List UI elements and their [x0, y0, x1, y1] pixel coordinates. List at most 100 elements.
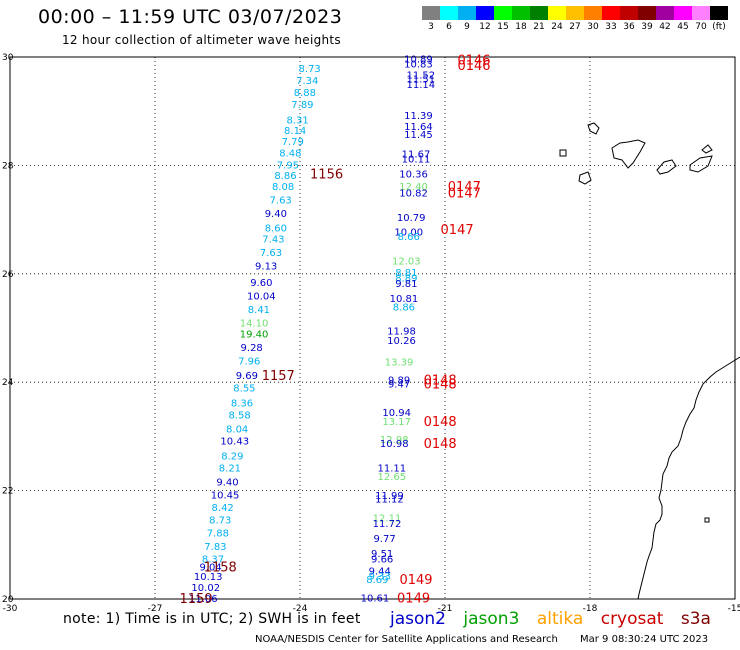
color-scale-tick: 42	[659, 22, 671, 32]
wave-height-value: 10.00	[394, 228, 423, 239]
wave-height-value: 11.64	[404, 122, 433, 133]
pass-time-label: 0147	[441, 223, 474, 238]
pass-time-label: 0147	[448, 187, 481, 202]
wave-height-value: 8.14	[284, 126, 306, 137]
coastline	[559, 122, 740, 600]
wave-height-value: 8.48	[279, 148, 301, 159]
y-tick-label: 24	[2, 378, 14, 388]
wave-height-value: 8.81	[395, 268, 417, 279]
color-scale-tick: 12	[479, 22, 491, 32]
y-tick-label: 28	[2, 161, 14, 171]
color-scale-swatch	[548, 6, 566, 20]
x-tick-label: -27	[148, 604, 163, 614]
wave-height-value: 11.67	[402, 149, 431, 160]
wave-height-value: 8.04	[226, 424, 248, 435]
wave-height-value: 8.88	[294, 88, 316, 99]
color-scale-swatch	[692, 6, 710, 20]
color-scale-tick: 39	[641, 22, 653, 32]
wave-height-value: 10.82	[399, 189, 428, 200]
color-scale-swatch	[566, 6, 584, 20]
pass-time-label: 0149	[397, 591, 430, 606]
color-scale-tick: 3	[428, 22, 434, 32]
pass-time-label: 0146	[457, 59, 490, 74]
wave-height-value: 10.13	[194, 572, 223, 583]
wave-height-value: 7.89	[291, 100, 313, 111]
pass-time-label: 0148	[424, 373, 457, 388]
wave-height-value: 10.02	[191, 583, 220, 594]
wave-height-value: 13.39	[385, 358, 414, 369]
pass-time-label: 0146	[457, 54, 490, 69]
chart-title: 00:00 – 11:59 UTC 03/07/2023	[38, 6, 343, 28]
wave-height-value: 11.98	[387, 327, 416, 338]
pass-time-label: 0148	[424, 437, 457, 452]
y-tick-label: 26	[2, 270, 14, 280]
wave-height-value: 8.41	[248, 305, 270, 316]
wave-height-value: 12.98	[380, 435, 409, 446]
wave-height-value: 7.63	[270, 196, 292, 207]
color-scale-swatch	[530, 6, 548, 20]
wave-height-value: 11.06	[189, 594, 218, 605]
wave-height-value: 9.81	[395, 279, 417, 290]
wave-height-value: 8.55	[233, 384, 255, 395]
wave-height-value: 11.99	[375, 491, 404, 502]
color-scale-swatch	[620, 6, 638, 20]
color-scale-swatch	[602, 6, 620, 20]
color-scale-tick: (ft)	[712, 22, 726, 32]
wave-height-value: 11.51	[407, 75, 436, 86]
wave-height-value: 11.52	[407, 70, 436, 81]
coastline-islands	[559, 122, 713, 523]
pass-time-label: 1156	[310, 168, 343, 183]
pass-time-labels: 1156115711581159014601460147014701470148…	[180, 54, 491, 607]
x-tick-label: -30	[3, 604, 18, 614]
y-tick-label: 22	[2, 487, 13, 497]
wave-height-value: 10.61	[361, 593, 390, 604]
wave-height-value: 12.03	[392, 256, 421, 267]
wave-height-value: 8.86	[393, 302, 415, 313]
wave-height-value: 8.60	[265, 224, 287, 235]
coastline-africa	[637, 356, 740, 600]
wave-height-value: 8.73	[209, 515, 231, 526]
wave-height-value: 7.63	[260, 248, 282, 259]
x-tick-label: -21	[438, 604, 453, 614]
color-scale-tick: 36	[623, 22, 635, 32]
wave-height-value: 11.45	[404, 130, 433, 141]
wave-height-value: 11.11	[378, 463, 407, 474]
color-scale-swatch	[476, 6, 494, 20]
wave-height-value: 10.89	[404, 55, 433, 66]
wave-height-value: 7.79	[282, 137, 304, 148]
wave-height-value: 9.33	[369, 572, 391, 583]
wave-height-value: 8.66	[398, 232, 420, 243]
wave-height-value: 9.69	[236, 371, 258, 382]
color-scale-tick: 27	[569, 22, 581, 32]
wave-height-value: 7.43	[262, 235, 284, 246]
wave-height-value: 10.45	[211, 490, 240, 501]
color-scale-swatch	[494, 6, 512, 20]
wave-height-value: 11.72	[373, 519, 402, 530]
wave-height-value: 9.13	[255, 262, 277, 273]
wave-height-value: 9.66	[371, 554, 393, 565]
color-scale-tick: 24	[551, 22, 563, 32]
wave-height-value: 8.36	[231, 398, 253, 409]
wave-height-value: 8.42	[212, 503, 234, 514]
x-tick-label: -15	[728, 604, 740, 614]
wave-height-value: 19.40	[240, 329, 269, 340]
wave-height-value: 8.73	[299, 64, 321, 75]
wave-height-value: 8.08	[272, 182, 294, 193]
wave-height-value: 9.51	[371, 549, 393, 560]
color-scale-swatch	[656, 6, 674, 20]
data-points: 8.737.348.887.898.318.147.798.487.958.86…	[189, 55, 435, 605]
color-scale-tick: 18	[515, 22, 527, 32]
wave-height-value: 10.94	[382, 408, 411, 419]
wave-height-value: 7.96	[238, 357, 260, 368]
color-scale-swatch	[674, 6, 692, 20]
wave-height-value: 8.89	[395, 274, 417, 285]
plot-frame	[9, 56, 736, 600]
chart-subtitle: 12 hour collection of altimeter wave hei…	[62, 33, 341, 47]
wave-height-value: 9.77	[373, 534, 395, 545]
wave-height-value: 10.36	[399, 170, 428, 181]
pass-time-label: 0148	[424, 377, 457, 392]
wave-height-value: 8.21	[219, 463, 241, 474]
wave-height-value: 10.83	[404, 60, 433, 71]
color-scale-tick: 70	[695, 22, 707, 32]
